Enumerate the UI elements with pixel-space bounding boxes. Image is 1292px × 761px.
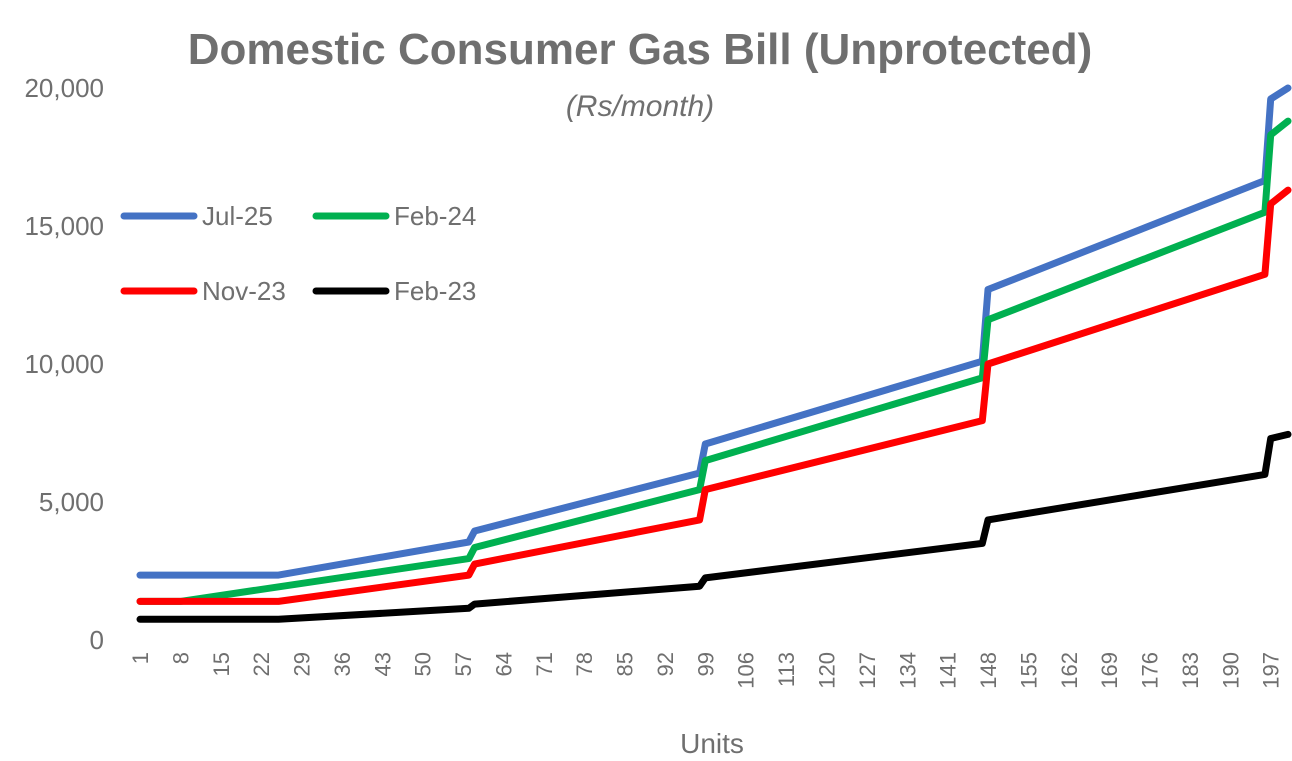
x-tick-label: 148 bbox=[976, 652, 1001, 689]
x-tick-label: 36 bbox=[330, 652, 355, 676]
x-tick-label: 127 bbox=[855, 652, 880, 689]
x-tick-label: 134 bbox=[895, 652, 920, 689]
x-tick-label: 29 bbox=[290, 652, 315, 676]
series-line-feb-24 bbox=[136, 117, 1292, 605]
y-tick-label: 20,000 bbox=[24, 73, 104, 103]
y-tick-label: 5,000 bbox=[39, 487, 104, 517]
legend-label: Feb-23 bbox=[394, 276, 476, 306]
y-tick-label: 15,000 bbox=[24, 211, 104, 241]
x-tick-label: 113 bbox=[774, 652, 799, 687]
x-tick-label: 8 bbox=[168, 652, 193, 664]
x-tick-label: 197 bbox=[1259, 652, 1284, 689]
x-axis: 1 8 15 22 29 36 43 50 57 64 71 78 85 92 99 106 113 120 127… bbox=[128, 652, 1284, 689]
x-tick-label: 43 bbox=[370, 652, 395, 676]
y-tick-label: 10,000 bbox=[24, 349, 104, 379]
series-group bbox=[136, 84, 1292, 623]
x-tick-label: 57 bbox=[451, 652, 476, 676]
x-tick-label: 85 bbox=[613, 652, 638, 676]
legend-label: Feb-24 bbox=[394, 201, 476, 231]
x-axis-label: Units bbox=[680, 728, 744, 759]
chart-subtitle: (Rs/month) bbox=[566, 90, 714, 123]
x-tick-label: 15 bbox=[209, 652, 234, 676]
x-tick-label: 155 bbox=[1016, 652, 1041, 689]
series-line-feb-23 bbox=[136, 430, 1292, 623]
series-line-nov-23 bbox=[136, 186, 1292, 605]
x-tick-label: 141 bbox=[936, 652, 961, 689]
x-tick-label: 71 bbox=[532, 652, 557, 676]
y-tick-label: 0 bbox=[90, 625, 104, 655]
x-tick-label: 169 bbox=[1097, 652, 1122, 689]
x-tick-label: 1 bbox=[128, 652, 153, 664]
x-tick-label: 22 bbox=[249, 652, 274, 676]
legend-label: Jul-25 bbox=[202, 201, 273, 231]
x-tick-label: 162 bbox=[1057, 652, 1082, 689]
x-tick-label: 99 bbox=[693, 652, 718, 676]
x-tick-label: 92 bbox=[653, 652, 678, 676]
x-tick-label: 64 bbox=[491, 652, 516, 676]
x-tick-label: 190 bbox=[1218, 652, 1243, 689]
x-tick-label: 120 bbox=[814, 652, 839, 689]
x-tick-label: 50 bbox=[411, 652, 436, 676]
x-tick-label: 176 bbox=[1138, 652, 1163, 689]
legend: Jul-25 Feb-24 Nov-23 Feb-23 bbox=[120, 201, 476, 306]
chart-title: Domestic Consumer Gas Bill (Unprotected) bbox=[188, 25, 1093, 74]
y-axis: 0 5,000 10,000 15,000 20,000 bbox=[24, 73, 104, 655]
x-tick-label: 78 bbox=[572, 652, 597, 676]
x-tick-label: 183 bbox=[1178, 652, 1203, 689]
legend-label: Nov-23 bbox=[202, 276, 286, 306]
x-tick-label: 106 bbox=[734, 652, 759, 689]
